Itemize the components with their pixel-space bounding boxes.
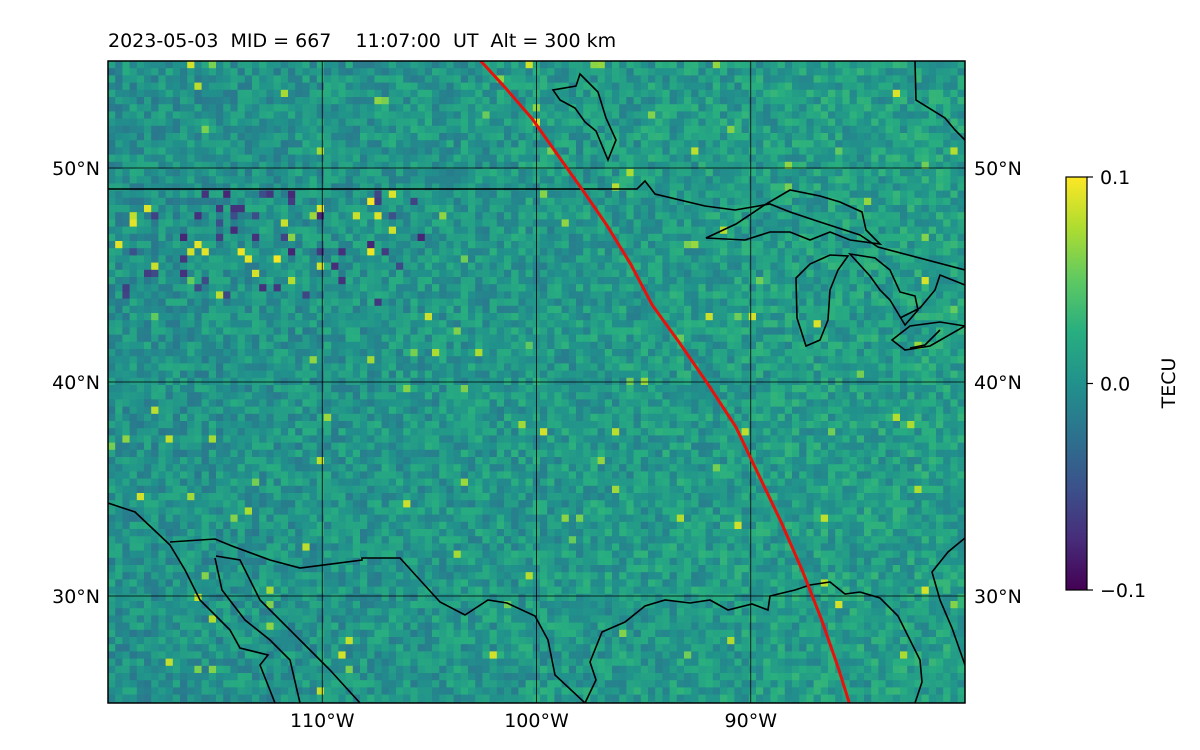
latitude-tick-label: 30°N [974,586,1022,608]
longitude-tick-label: 90°W [725,710,778,732]
canada-east [909,329,941,349]
lake-huron-shore [847,252,919,327]
northeast-coast [914,61,965,141]
tec-field [108,61,965,703]
us-mexico-border [169,538,586,703]
colorbar-tick-label: 0.1 [1100,167,1130,189]
map-frame [107,60,966,704]
us-canada-border [108,179,965,271]
colorbar-tick-label: −0.1 [1100,580,1146,602]
lake-winnipeg-shore [551,72,617,163]
colorbar-gradient [1065,176,1088,591]
gulf-coast [584,581,861,703]
latitude-tick-label: 40°N [974,372,1022,394]
satellite-track [479,61,851,703]
longitude-ticks: 110°W 100°W 90°W [290,710,777,732]
great-lakes-east [899,273,965,319]
latitude-ticks: 50°N 50°N 40°N 40°N 30°N 30°N [52,158,1022,608]
baja-peninsula [214,557,301,703]
colorbar-tick-label: 0.0 [1100,374,1130,396]
latitude-tick-label: 50°N [52,158,100,180]
latitude-tick-label: 40°N [52,372,100,394]
pacific-coast [108,502,276,703]
colorbar-label: TECU [1158,358,1180,410]
graticule [108,61,965,703]
atlantic-coast [931,537,965,666]
latitude-tick-label: 30°N [52,586,100,608]
longitude-tick-label: 110°W [290,710,355,732]
colorbar: 0.1 0.0 −0.1 TECU [1065,167,1180,602]
lake-michigan-shore [795,254,850,348]
latitude-tick-label: 50°N [974,158,1022,180]
longitude-tick-label: 100°W [504,710,569,732]
lake-erie-shore [890,321,965,351]
coastlines-and-borders [108,61,965,703]
gulf-of-california [215,555,361,703]
map-title: 2023-05-03 MID = 667 11:07:00 UT Alt = 3… [108,30,617,52]
colorbar-ticks: 0.1 0.0 −0.1 [1087,167,1146,602]
florida-coast [859,591,923,703]
lake-superior-shore [705,189,883,246]
